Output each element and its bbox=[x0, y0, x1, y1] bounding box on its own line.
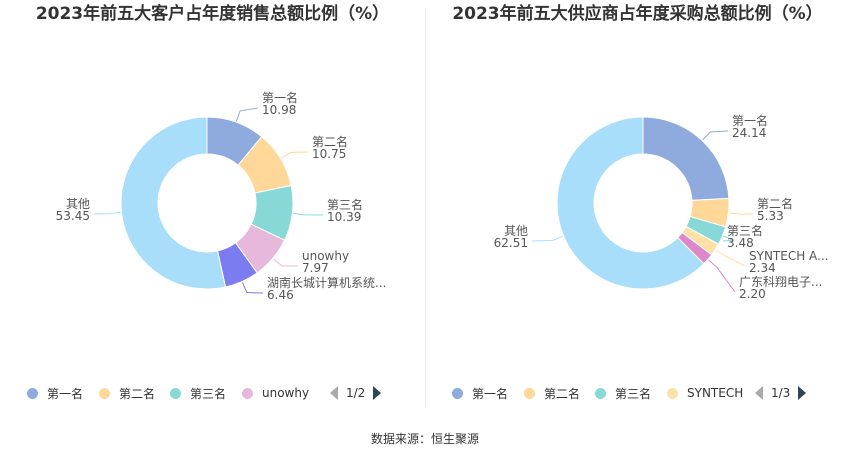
leader-line-3 bbox=[722, 235, 734, 242]
data-source-footer: 数据来源：恒生聚源 bbox=[370, 432, 479, 446]
legend-item-2[interactable]: 第二名 bbox=[99, 382, 155, 404]
legend-prev-arrow-icon[interactable] bbox=[330, 386, 338, 400]
slice-value-6: 62.51 bbox=[494, 236, 528, 250]
slice-value-2: 10.75 bbox=[312, 147, 346, 161]
slice-value-4: 7.97 bbox=[302, 261, 329, 275]
supplier-chart-panel: 2023年前五大供应商占年度采购总额比例（%） 第一名 24.14 第二名 5.33 第… bbox=[425, 0, 850, 410]
slice-label-6: 其他 bbox=[66, 197, 90, 211]
legend-label: SYNTECH A bbox=[687, 386, 747, 400]
supplier-chart-title: 2023年前五大供应商占年度采购总额比例（%） bbox=[452, 4, 823, 24]
leader-line-6 bbox=[531, 235, 563, 242]
legend-item-3[interactable]: 第三名 bbox=[595, 382, 651, 404]
leader-line-2 bbox=[729, 212, 754, 215]
slice-value-4: 2.34 bbox=[749, 261, 776, 275]
customer-chart-title: 2023年前五大客户占年度销售总额比例（%） bbox=[35, 4, 390, 24]
slice-label-1: 第一名 bbox=[262, 90, 298, 105]
slice-label-3: 第三名 bbox=[327, 197, 363, 212]
leader-line-1 bbox=[235, 107, 259, 122]
slice-label-2: 第二名 bbox=[757, 196, 793, 211]
slice-label-4: SYNTECH A... bbox=[749, 249, 829, 263]
leader-line-5 bbox=[708, 259, 736, 293]
leader-line-3 bbox=[293, 213, 324, 216]
slice-label-2: 第二名 bbox=[312, 134, 348, 149]
slice-label-4: unowhy bbox=[302, 249, 349, 263]
leader-line-1 bbox=[702, 130, 729, 141]
leader-line-6 bbox=[93, 211, 121, 215]
slice-value-2: 5.33 bbox=[757, 209, 784, 223]
legend-pager: 1/3 bbox=[755, 382, 807, 404]
slice-value-5: 6.46 bbox=[267, 288, 294, 302]
legend-label: 第一名 bbox=[47, 386, 84, 401]
donut-slice-1[interactable] bbox=[642, 116, 730, 201]
panel-divider bbox=[425, 8, 426, 408]
legend-page-indicator: 1/2 bbox=[346, 386, 366, 400]
legend-marker-icon bbox=[667, 387, 678, 399]
slice-value-5: 2.20 bbox=[739, 287, 766, 301]
legend-label: unowhy bbox=[262, 386, 310, 400]
donut-slice-6[interactable] bbox=[556, 116, 705, 290]
slice-label-5: 广东科翔电子... bbox=[739, 275, 822, 289]
legend-item-4[interactable]: SYNTECH A bbox=[667, 382, 747, 404]
slice-value-1: 24.14 bbox=[732, 126, 766, 140]
legend-marker-icon bbox=[452, 387, 463, 399]
customer-legend: 第一名 第二名 第三名 unowhy 1/2 bbox=[0, 382, 425, 404]
legend-marker-icon bbox=[524, 387, 535, 399]
legend-next-arrow-icon[interactable] bbox=[373, 386, 382, 400]
legend-label: 第一名 bbox=[472, 386, 509, 401]
slice-value-3: 3.48 bbox=[727, 236, 754, 250]
legend-next-arrow-icon[interactable] bbox=[798, 386, 807, 400]
legend-item-4[interactable]: unowhy bbox=[242, 382, 309, 404]
legend-marker-icon bbox=[242, 387, 253, 399]
slice-value-1: 10.98 bbox=[262, 103, 296, 117]
legend-page-indicator: 1/3 bbox=[771, 386, 791, 400]
legend-item-1[interactable]: 第一名 bbox=[452, 382, 508, 404]
leader-line-5 bbox=[241, 282, 264, 294]
leader-line-4 bbox=[715, 249, 746, 267]
leader-line-2 bbox=[281, 151, 309, 159]
legend-item-1[interactable]: 第一名 bbox=[27, 382, 83, 404]
slice-value-6: 53.45 bbox=[56, 209, 90, 223]
legend-marker-icon bbox=[595, 387, 606, 399]
slice-value-3: 10.39 bbox=[327, 210, 361, 224]
legend-label: 第三名 bbox=[190, 386, 227, 401]
legend-item-2[interactable]: 第二名 bbox=[524, 382, 580, 404]
slice-label-6: 其他 bbox=[504, 224, 528, 238]
legend-pager: 1/2 bbox=[330, 382, 382, 404]
slice-label-1: 第一名 bbox=[732, 113, 768, 128]
legend-prev-arrow-icon[interactable] bbox=[755, 386, 763, 400]
legend-marker-icon bbox=[170, 387, 181, 399]
legend-label: 第二名 bbox=[119, 386, 156, 401]
legend-marker-icon bbox=[99, 387, 110, 399]
slice-label-3: 第三名 bbox=[727, 223, 763, 238]
leader-line-4 bbox=[273, 258, 299, 267]
customer-chart-panel: 2023年前五大客户占年度销售总额比例（%） 第一名 10.98 第二名 10.75 第… bbox=[0, 0, 425, 410]
supplier-legend: 第一名 第二名 第三名 SYNTECH A 1/3 bbox=[425, 382, 850, 404]
legend-label: 第二名 bbox=[544, 386, 581, 401]
legend-label: 第三名 bbox=[615, 386, 652, 401]
legend-item-3[interactable]: 第三名 bbox=[170, 382, 226, 404]
donut-slice-6[interactable] bbox=[120, 116, 227, 290]
slice-label-5: 湖南长城计算机系统... bbox=[267, 275, 386, 290]
legend-marker-icon bbox=[27, 387, 38, 399]
